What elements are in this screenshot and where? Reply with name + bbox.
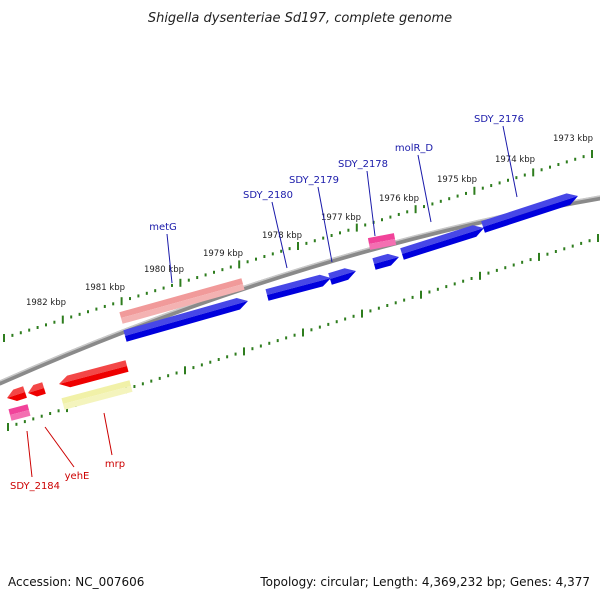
forward-gene-arrow-top-face <box>328 268 356 279</box>
gene-leader-line <box>417 154 432 223</box>
pseudo-gene-block-top-face <box>8 404 29 415</box>
forward-gene-arrow-top-face <box>481 193 578 227</box>
gene-leader-line <box>26 430 33 478</box>
forward-gene-arrow-top-face <box>400 225 484 254</box>
reverse-gene-arrow <box>28 382 46 397</box>
gene-leader-line <box>271 201 288 269</box>
pseudo-gene-block-front-face <box>369 239 397 250</box>
gene-leader-line <box>103 412 113 456</box>
forward-gene-arrow-front-face <box>267 278 331 301</box>
forward-gene-arrow <box>481 193 578 233</box>
forward-gene-arrow-front-face <box>330 271 356 285</box>
pseudo-gene-block-top-face <box>367 233 395 244</box>
gene-label-forward: metG <box>149 222 177 233</box>
reverse-gene-arrow <box>7 386 27 401</box>
rna-reverse-block-top-face <box>61 380 131 404</box>
gene-label-reverse: yehE <box>65 471 90 482</box>
tick-label-kbp: 1981 kbp <box>85 283 125 293</box>
genome-summary-text: Topology: circular; Length: 4,369,232 bp… <box>259 575 590 589</box>
gene-leader-line <box>366 170 376 237</box>
forward-gene-arrow-front-face <box>402 228 484 260</box>
reverse-gene-arrow-front-face <box>59 366 129 388</box>
tick-label-kbp: 1978 kbp <box>262 231 302 241</box>
gene-label-forward: SDY_2178 <box>338 159 388 170</box>
reverse-gene-arrow <box>59 360 129 388</box>
gene-label-forward: SDY_2176 <box>474 114 524 125</box>
rna-reverse-block-front-face <box>63 386 133 410</box>
forward-gene-arrow <box>328 268 356 285</box>
forward-gene-arrow <box>400 225 484 260</box>
gene-label-forward: SDY_2179 <box>289 175 339 186</box>
gene-leader-line <box>317 186 333 263</box>
forward-gene-arrow-top-face <box>123 298 248 336</box>
gene-label-forward: molR_D <box>395 143 434 154</box>
reverse-gene-arrow-front-face <box>7 392 27 401</box>
tick-label-kbp: 1982 kbp <box>26 298 66 308</box>
tick-label-kbp: 1980 kbp <box>144 265 184 275</box>
reverse-gene-arrow-front-face <box>28 388 46 397</box>
forward-gene-arrow-top-face <box>372 253 399 264</box>
tick-label-kbp: 1976 kbp <box>379 194 419 204</box>
reverse-gene-arrow-top-face <box>7 386 25 398</box>
rna-forward-block <box>119 278 245 324</box>
pseudo-gene-block <box>367 233 397 250</box>
tick-label-kbp: 1977 kbp <box>321 213 361 223</box>
tick-label-kbp: 1975 kbp <box>437 175 477 185</box>
rna-reverse-block <box>61 380 133 410</box>
rna-forward-block-top-face <box>119 278 243 318</box>
genome-title: Shigella dysenteriae Sd197, complete gen… <box>148 11 452 26</box>
forward-gene-arrow-front-face <box>483 196 578 233</box>
gene-label-reverse: mrp <box>105 459 125 470</box>
tick-labels: 1982 kbp 1981 kbp 1980 kbp 1979 kbp 1978 kbp… <box>26 134 593 308</box>
reverse-gene-arrow-top-face <box>28 382 44 393</box>
tick-label-kbp: 1973 kbp <box>553 134 593 144</box>
pseudo-gene-block <box>8 404 31 421</box>
tick-label-kbp: 1979 kbp <box>203 249 243 259</box>
accession-text: Accession: NC_007606 <box>8 575 144 589</box>
gene-leader-line <box>44 426 75 468</box>
forward-gene-arrow <box>372 253 399 270</box>
gene-leader-line <box>166 233 173 284</box>
gene-leader-line <box>502 125 518 198</box>
forward-gene-arrow-top-face <box>265 274 331 295</box>
forward-gene-arrow <box>123 298 248 342</box>
tick-marks <box>3 150 599 431</box>
tick-label-kbp: 1974 kbp <box>495 155 535 165</box>
rna-forward-block-front-face <box>121 284 245 324</box>
forward-gene-arrow <box>265 274 331 301</box>
reverse-gene-arrow-top-face <box>59 360 127 384</box>
gene-label-forward: SDY_2180 <box>243 190 293 201</box>
gene-labels: metG SDY_2180 SDY_2179 SDY_2178 molR_D SDY_21… <box>10 114 524 492</box>
forward-gene-arrow-front-face <box>125 301 248 342</box>
gene-features <box>7 193 578 421</box>
pseudo-gene-block-front-face <box>10 410 31 421</box>
forward-gene-arrow-front-face <box>374 257 399 270</box>
gene-label-reverse: SDY_2184 <box>10 481 60 492</box>
